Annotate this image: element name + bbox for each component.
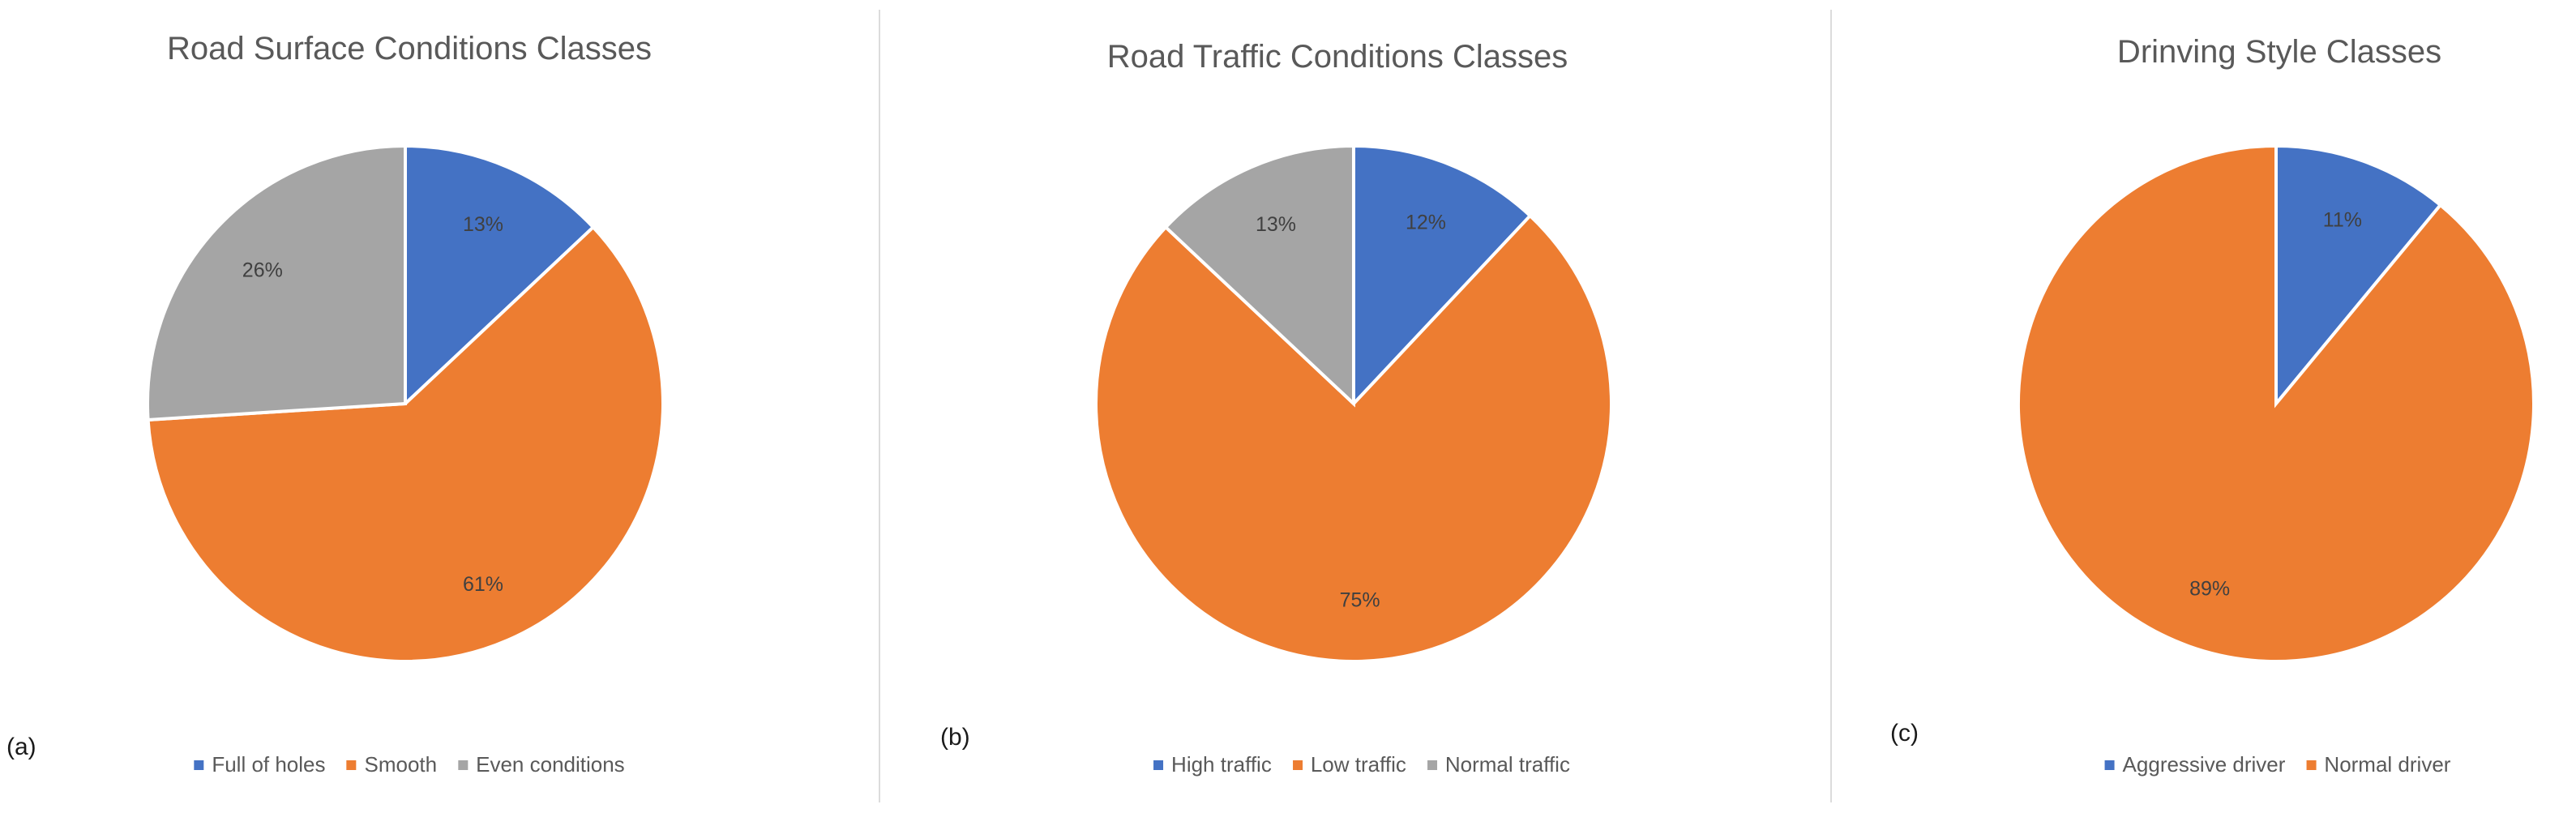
legend-a: Full of holes Smooth Even conditions bbox=[194, 752, 625, 777]
legend-swatch bbox=[1153, 760, 1164, 770]
panel-label-a: (a) bbox=[6, 734, 36, 760]
slice-data-label: 12% bbox=[1406, 211, 1446, 233]
legend-label: Smooth bbox=[364, 752, 438, 777]
slice-data-label: 11% bbox=[2323, 209, 2362, 232]
legend-swatch bbox=[194, 760, 204, 770]
pie-slice bbox=[1352, 143, 1533, 409]
panel-label-b: (b) bbox=[940, 724, 970, 751]
pie-slice bbox=[1094, 213, 1613, 663]
slice-data-label: 61% bbox=[463, 573, 503, 596]
legend-label: Normal driver bbox=[2324, 752, 2451, 777]
legend-swatch bbox=[346, 760, 357, 770]
legend-item: Normal driver bbox=[2306, 752, 2450, 777]
legend-item: Full of holes bbox=[194, 752, 326, 777]
legend-swatch bbox=[1427, 760, 1437, 770]
slice-data-label: 13% bbox=[463, 213, 503, 236]
legend-item: Even conditions bbox=[458, 752, 625, 777]
legend-swatch bbox=[2306, 760, 2317, 770]
slice-data-label: 89% bbox=[2189, 577, 2230, 600]
legend-label: Full of holes bbox=[212, 752, 326, 777]
pie-slice bbox=[2274, 143, 2443, 409]
pie-slice bbox=[2017, 143, 2535, 663]
legend-c: Aggressive driver Normal driver bbox=[2104, 752, 2450, 777]
chart-title-b: Road Traffic Conditions Classes bbox=[1106, 39, 1568, 75]
legend-swatch bbox=[1292, 760, 1303, 770]
pie-slice bbox=[146, 225, 665, 663]
legend-label: High traffic bbox=[1171, 752, 1272, 777]
legend-label: Normal traffic bbox=[1444, 752, 1570, 777]
legend-label: Even conditions bbox=[476, 752, 625, 777]
slice-data-label: 75% bbox=[1340, 589, 1380, 612]
legend-swatch bbox=[458, 760, 469, 770]
chart-title-c: Drinving Style Classes bbox=[2116, 34, 2442, 70]
legend-item: Low traffic bbox=[1292, 752, 1406, 777]
legend-item: Smooth bbox=[346, 752, 438, 777]
slice-data-label: 26% bbox=[242, 259, 283, 282]
legend-item: Aggressive driver bbox=[2104, 752, 2286, 777]
legend-item: High traffic bbox=[1153, 752, 1272, 777]
pie-slice bbox=[404, 143, 596, 408]
pie-slice bbox=[146, 143, 407, 422]
slice-data-label: 13% bbox=[1256, 213, 1296, 236]
pie-slice bbox=[1163, 143, 1355, 408]
chart-title-a: Road Surface Conditions Classes bbox=[166, 31, 653, 66]
panel-divider-2 bbox=[1830, 10, 1832, 802]
panel-divider-1 bbox=[879, 10, 880, 802]
legend-item: Normal traffic bbox=[1427, 752, 1570, 777]
legend-label: Low traffic bbox=[1310, 752, 1406, 777]
legend-swatch bbox=[2104, 760, 2115, 770]
legend-label: Aggressive driver bbox=[2122, 752, 2286, 777]
panel-label-c: (c) bbox=[1890, 720, 1919, 747]
legend-b: High traffic Low traffic Normal traffic bbox=[1153, 752, 1570, 777]
